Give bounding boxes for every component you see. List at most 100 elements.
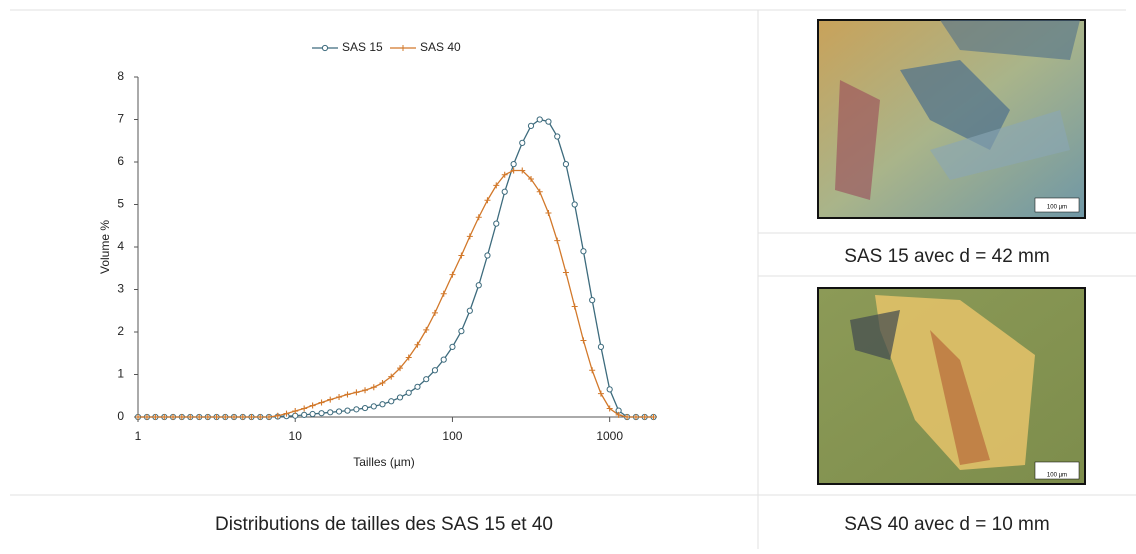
marker <box>361 404 369 412</box>
marker <box>423 326 430 333</box>
marker <box>641 414 648 420</box>
marker <box>484 252 491 259</box>
marker <box>283 410 290 417</box>
marker <box>335 408 343 415</box>
marker <box>423 376 430 383</box>
marker <box>396 394 404 401</box>
marker <box>405 354 412 361</box>
marker <box>501 171 508 178</box>
marker <box>231 414 238 420</box>
marker <box>301 411 308 418</box>
marker <box>405 389 412 396</box>
frame <box>10 9 1136 549</box>
marker <box>196 414 203 420</box>
marker <box>493 182 500 189</box>
y-tick-label: 2 <box>117 324 124 338</box>
y-tick-label: 7 <box>117 112 124 126</box>
marker <box>213 414 220 420</box>
marker <box>606 405 613 412</box>
marker <box>545 210 552 216</box>
marker <box>589 297 596 304</box>
marker <box>327 396 334 403</box>
marker <box>493 220 500 227</box>
legend-label: SAS 15 <box>342 40 383 54</box>
marker <box>379 380 386 386</box>
marker <box>527 122 535 129</box>
marker <box>257 414 264 420</box>
marker <box>554 237 561 244</box>
marker <box>597 343 605 350</box>
y-tick-label: 3 <box>117 282 124 296</box>
marker <box>152 414 159 420</box>
y-tick-label: 6 <box>117 154 124 168</box>
marker <box>388 398 395 405</box>
x-tick-label: 100 <box>442 429 462 443</box>
marker <box>370 403 377 410</box>
marker <box>143 414 150 420</box>
marker <box>589 367 596 374</box>
marker <box>510 161 517 168</box>
marker <box>554 133 561 140</box>
x-tick-label: 1000 <box>596 429 623 443</box>
marker <box>388 373 395 380</box>
marker <box>615 411 622 418</box>
marker <box>440 290 447 297</box>
x-tick-label: 1 <box>135 429 142 443</box>
marker <box>449 271 456 278</box>
legend-label: SAS 40 <box>420 40 461 54</box>
marker <box>466 233 473 240</box>
marker <box>353 389 360 396</box>
marker <box>624 414 631 420</box>
marker <box>248 414 255 420</box>
marker <box>466 307 473 314</box>
marker <box>536 188 543 195</box>
marker <box>309 402 316 409</box>
marker <box>580 248 587 255</box>
marker <box>292 408 299 415</box>
marker <box>239 414 246 420</box>
marker <box>170 414 177 420</box>
y-tick-label: 4 <box>117 239 124 253</box>
marker <box>475 282 482 289</box>
legend-marker <box>321 44 329 52</box>
marker <box>528 176 535 182</box>
x-axis-title: Tailles (µm) <box>353 455 415 469</box>
marker <box>562 161 570 168</box>
micrograph-2: 100 µm <box>817 287 1086 485</box>
scale-label: 100 µm <box>1047 473 1067 479</box>
marker <box>571 303 578 310</box>
marker <box>161 414 168 420</box>
y-tick-label: 8 <box>117 69 124 83</box>
marker <box>187 414 194 420</box>
y-axis-title: Volume % <box>98 220 112 274</box>
marker <box>265 414 272 420</box>
marker <box>222 414 229 420</box>
marker <box>431 309 438 316</box>
marker <box>440 356 447 363</box>
marker <box>449 343 456 350</box>
marker <box>519 139 526 146</box>
marker <box>370 384 377 391</box>
marker <box>301 405 308 412</box>
marker <box>536 116 543 123</box>
y-tick-label: 5 <box>117 197 124 211</box>
marker <box>580 337 587 344</box>
marker <box>571 201 578 208</box>
chart-caption: Distributions de tailles des SAS 15 et 4… <box>215 514 553 535</box>
micrograph-1: 100 µm <box>817 19 1086 219</box>
marker <box>501 188 508 195</box>
series-line <box>138 169 654 418</box>
marker <box>344 391 351 398</box>
marker <box>458 252 465 259</box>
marker <box>597 390 604 397</box>
marker <box>475 214 482 221</box>
marker <box>632 414 639 420</box>
x-tick-label: 10 <box>289 429 303 443</box>
marker <box>397 365 404 372</box>
marker <box>484 197 491 204</box>
scale-label: 100 µm <box>1047 205 1067 211</box>
legend-marker <box>400 45 406 51</box>
marker <box>204 414 211 420</box>
marker <box>606 386 613 393</box>
